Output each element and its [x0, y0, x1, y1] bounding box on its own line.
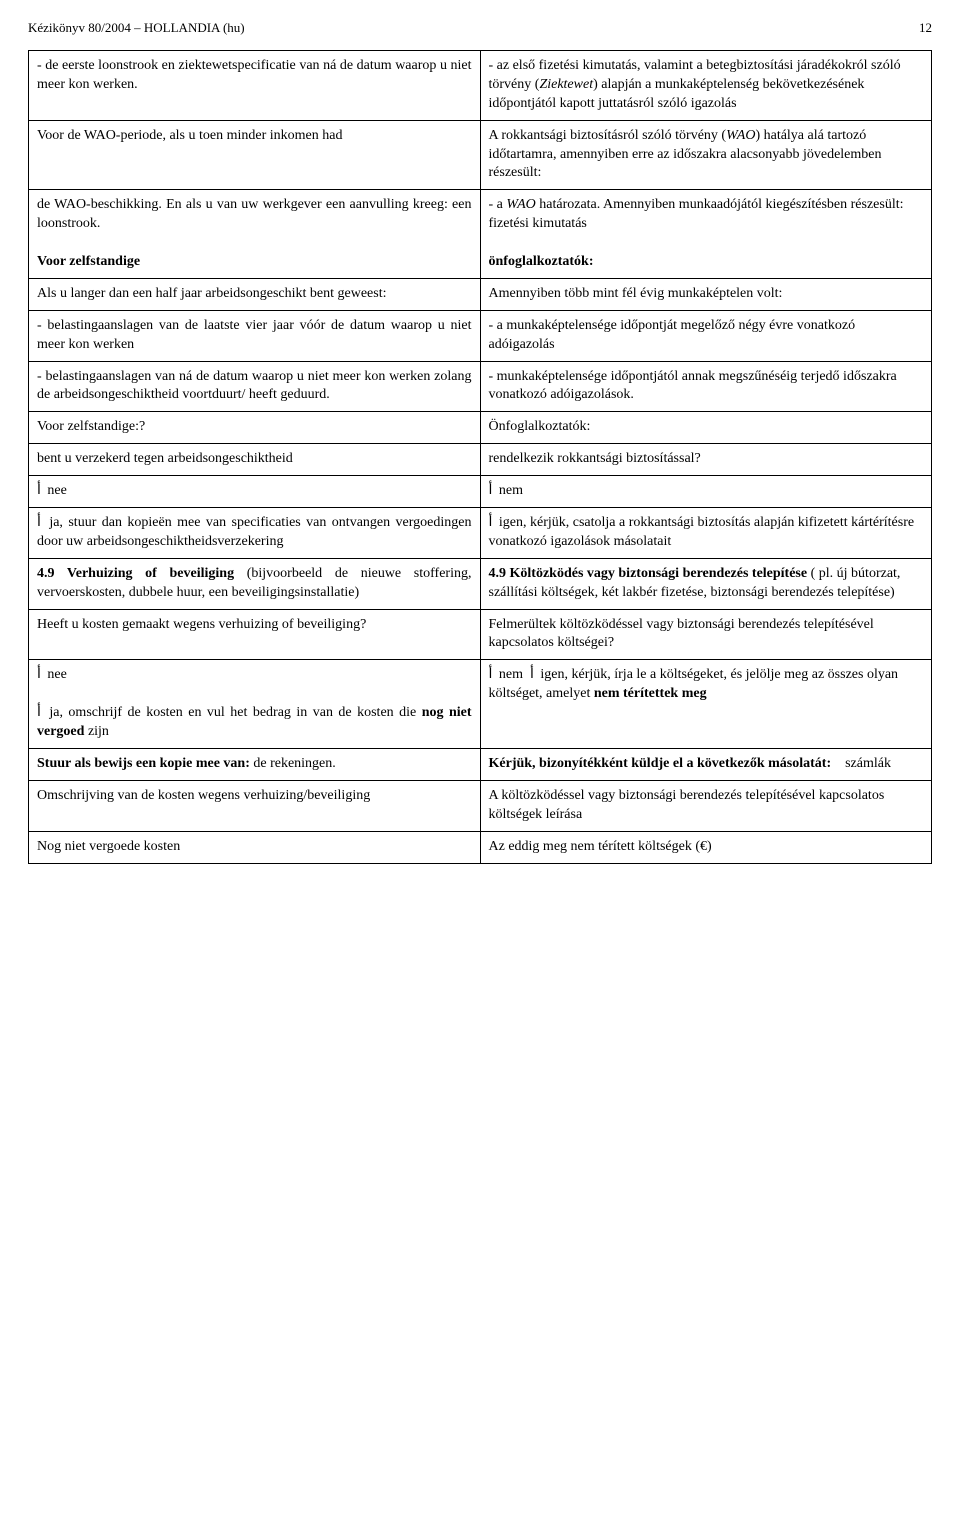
- cell-left: Heeft u kosten gemaakt wegens verhuizing…: [29, 609, 481, 660]
- cell-right: Kérjük, bizonyítékként küldje el a követ…: [480, 748, 932, 780]
- table-row: Omschrijving van de kosten wegens verhui…: [29, 780, 932, 831]
- cell-left: Nog niet vergoede kosten: [29, 831, 481, 863]
- cell-left: de WAO-beschikking. En als u van uw werk…: [29, 190, 481, 279]
- cell-left: - belastingaanslagen van ná de datum waa…: [29, 361, 481, 412]
- table-row: Als u langer dan een half jaar arbeidson…: [29, 278, 932, 310]
- table-row: - belastingaanslagen van ná de datum waa…: [29, 361, 932, 412]
- table-row: - de eerste loonstrook en ziektewetspeci…: [29, 51, 932, 121]
- cell-left: أ nee: [29, 476, 481, 508]
- table-row: Voor de WAO-periode, als u toen minder i…: [29, 120, 932, 190]
- translation-table: - de eerste loonstrook en ziektewetspeci…: [28, 50, 932, 864]
- cell-left: - belastingaanslagen van de laatste vier…: [29, 310, 481, 361]
- table-row: de WAO-beschikking. En als u van uw werk…: [29, 190, 932, 279]
- cell-left: أ neeأ ja, omschrijf de kosten en vul he…: [29, 660, 481, 749]
- table-row: bent u verzekerd tegen arbeidsongeschikt…: [29, 444, 932, 476]
- table-row: أ neeأ nem: [29, 476, 932, 508]
- page-number: 12: [919, 20, 932, 36]
- header-title: Kézikönyv 80/2004 – HOLLANDIA (hu): [28, 20, 245, 36]
- cell-right: A költözködéssel vagy biztonsági berende…: [480, 780, 932, 831]
- cell-right: - munkaképtelensége időpontjától annak m…: [480, 361, 932, 412]
- cell-right: أ nem: [480, 476, 932, 508]
- cell-left: Voor de WAO-periode, als u toen minder i…: [29, 120, 481, 190]
- table-row: 4.9 Verhuizing of beveiliging (bijvoorbe…: [29, 558, 932, 609]
- table-row: Stuur als bewijs een kopie mee van: de r…: [29, 748, 932, 780]
- table-row: Nog niet vergoede kostenAz eddig meg nem…: [29, 831, 932, 863]
- cell-right: A rokkantsági biztosításról szóló törvén…: [480, 120, 932, 190]
- table-row: Heeft u kosten gemaakt wegens verhuizing…: [29, 609, 932, 660]
- cell-left: Voor zelfstandige:?: [29, 412, 481, 444]
- table-row: - belastingaanslagen van de laatste vier…: [29, 310, 932, 361]
- cell-left: bent u verzekerd tegen arbeidsongeschikt…: [29, 444, 481, 476]
- table-row: أ neeأ ja, omschrijf de kosten en vul he…: [29, 660, 932, 749]
- cell-right: Amennyiben több mint fél évig munkaképte…: [480, 278, 932, 310]
- cell-right: أ igen, kérjük, csatolja a rokkantsági b…: [480, 508, 932, 559]
- cell-right: أ nem أ igen, kérjük, írja le a költsége…: [480, 660, 932, 749]
- cell-right: - az első fizetési kimutatás, valamint a…: [480, 51, 932, 121]
- cell-right: - a munkaképtelensége időpontját megelőz…: [480, 310, 932, 361]
- cell-left: Als u langer dan een half jaar arbeidson…: [29, 278, 481, 310]
- cell-left: أ ja, stuur dan kopieën mee van specific…: [29, 508, 481, 559]
- cell-right: - a WAO határozata. Amennyiben munkaadój…: [480, 190, 932, 279]
- cell-right: Felmerültek költözködéssel vagy biztonsá…: [480, 609, 932, 660]
- cell-left: Stuur als bewijs een kopie mee van: de r…: [29, 748, 481, 780]
- cell-right: Az eddig meg nem térített költségek (€): [480, 831, 932, 863]
- cell-right: 4.9 Költözködés vagy biztonsági berendez…: [480, 558, 932, 609]
- cell-left: Omschrijving van de kosten wegens verhui…: [29, 780, 481, 831]
- document-header: Kézikönyv 80/2004 – HOLLANDIA (hu) 12: [28, 20, 932, 36]
- cell-left: - de eerste loonstrook en ziektewetspeci…: [29, 51, 481, 121]
- cell-right: Önfoglalkoztatók:: [480, 412, 932, 444]
- cell-right: rendelkezik rokkantsági biztosítással?: [480, 444, 932, 476]
- table-row: Voor zelfstandige:?Önfoglalkoztatók:: [29, 412, 932, 444]
- cell-left: 4.9 Verhuizing of beveiliging (bijvoorbe…: [29, 558, 481, 609]
- table-row: أ ja, stuur dan kopieën mee van specific…: [29, 508, 932, 559]
